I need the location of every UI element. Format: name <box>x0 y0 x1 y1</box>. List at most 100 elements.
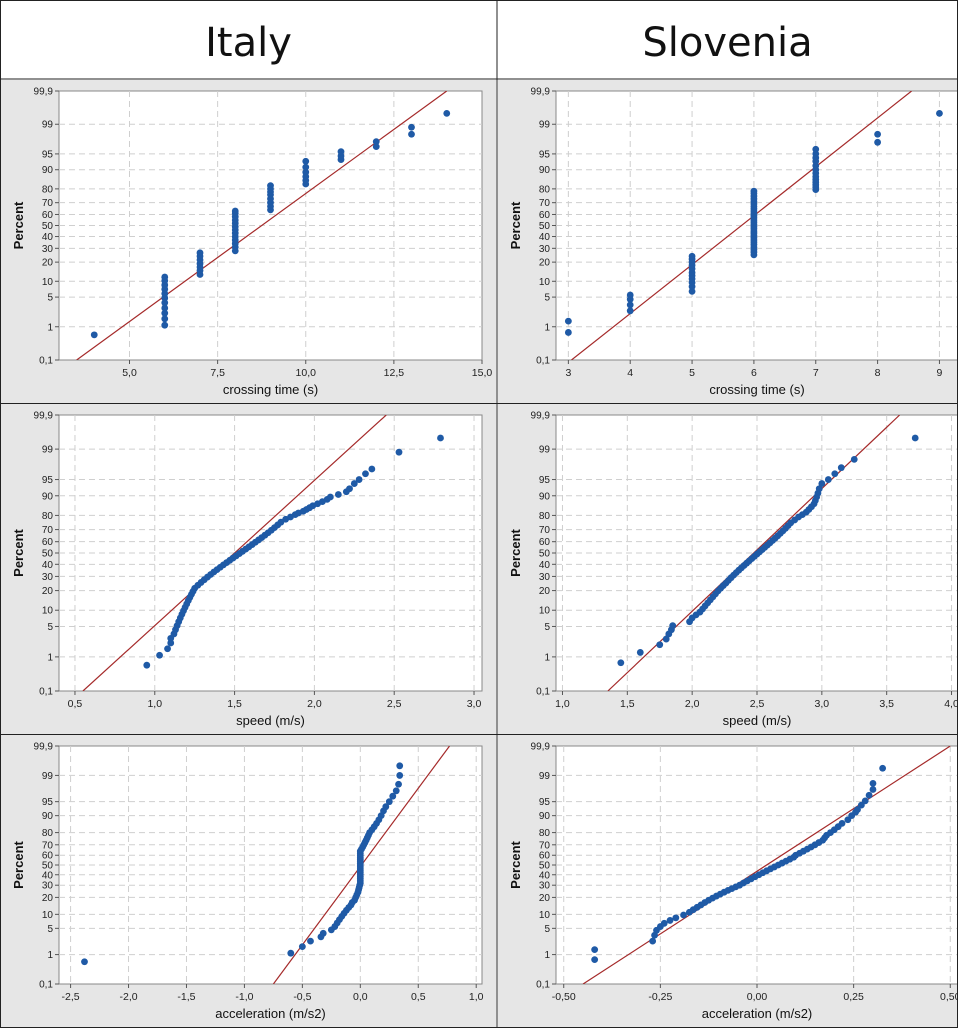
header-slovenia: Slovenia <box>642 20 813 66</box>
x-tick-label: 6 <box>751 367 757 379</box>
y-tick-label: 50 <box>539 861 551 872</box>
y-tick-label: 99 <box>42 771 54 782</box>
y-tick-label: 1 <box>544 950 550 961</box>
y-tick-label: 10 <box>42 277 54 288</box>
x-tick-label: 9 <box>937 367 943 379</box>
y-tick-label: 90 <box>42 491 54 502</box>
x-axis-title: speed (m/s) <box>236 713 305 728</box>
data-point <box>688 252 696 260</box>
x-tick-label: 0,0 <box>353 991 368 1003</box>
x-axis-title: speed (m/s) <box>723 713 792 728</box>
data-point <box>346 485 353 493</box>
data-point <box>161 273 169 281</box>
data-point <box>395 780 402 788</box>
x-tick-label: 0,5 <box>411 991 426 1003</box>
data-point <box>392 787 400 795</box>
y-tick-label: 70 <box>42 198 54 209</box>
data-point <box>660 919 668 927</box>
data-point <box>437 434 444 442</box>
data-point <box>680 911 687 919</box>
data-point <box>869 779 877 787</box>
y-tick-label: 90 <box>42 811 54 822</box>
data-point <box>626 307 634 315</box>
x-tick-label: 3,0 <box>467 698 482 710</box>
data-point <box>591 956 599 964</box>
data-point <box>90 331 98 339</box>
y-tick-label: 99 <box>539 771 551 782</box>
data-point <box>396 762 404 770</box>
x-tick-label: 4 <box>627 367 633 379</box>
data-point <box>362 470 369 478</box>
y-axis-title: Percent <box>508 201 523 249</box>
y-tick-label: 20 <box>539 586 551 597</box>
x-tick-label: -2,5 <box>62 991 80 1003</box>
y-tick-label: 50 <box>42 549 54 560</box>
y-tick-label: 30 <box>539 881 551 892</box>
y-tick-label: 80 <box>539 828 551 839</box>
y-tick-label: 0,1 <box>536 356 550 367</box>
y-tick-label: 70 <box>539 840 551 851</box>
x-tick-label: -0,50 <box>552 991 576 1003</box>
y-tick-label: 10 <box>42 606 54 617</box>
data-point <box>874 138 881 146</box>
y-tick-label: 1 <box>544 652 550 663</box>
y-tick-label: 30 <box>539 572 551 583</box>
y-tick-label: 5 <box>47 924 53 935</box>
y-axis-title: Percent <box>508 840 523 888</box>
y-tick-label: 20 <box>42 586 54 597</box>
y-tick-label: 40 <box>539 560 551 571</box>
y-tick-label: 40 <box>42 560 54 571</box>
data-point <box>156 651 163 659</box>
y-tick-label: 99,9 <box>34 87 54 98</box>
y-tick-label: 50 <box>539 221 551 232</box>
y-tick-label: 40 <box>539 870 551 881</box>
y-tick-label: 10 <box>539 606 551 617</box>
y-axis-title: Percent <box>11 528 26 576</box>
x-tick-label: 0,25 <box>843 991 864 1003</box>
y-tick-label: 80 <box>42 184 54 195</box>
data-point <box>649 937 657 945</box>
x-tick-label: 0,5 <box>68 698 83 710</box>
x-tick-label: 1,0 <box>147 698 162 710</box>
x-tick-label: 10,0 <box>296 367 317 379</box>
x-tick-label: 1,5 <box>620 698 635 710</box>
data-point <box>164 645 171 653</box>
y-tick-label: 80 <box>42 511 54 522</box>
y-tick-label: 60 <box>539 851 551 862</box>
y-tick-label: 40 <box>539 232 551 243</box>
data-point <box>750 187 758 195</box>
y-tick-label: 30 <box>42 244 54 255</box>
data-point <box>911 434 919 442</box>
data-point <box>319 929 327 937</box>
y-tick-label: 5 <box>47 622 53 633</box>
data-point <box>143 661 151 669</box>
x-tick-label: 7 <box>813 367 819 379</box>
y-tick-label: 99 <box>42 120 54 131</box>
x-tick-label: 3 <box>565 367 571 379</box>
x-tick-label: 7,5 <box>210 367 225 379</box>
data-point <box>368 465 376 473</box>
y-tick-label: 40 <box>42 870 54 881</box>
y-tick-label: 0,1 <box>536 687 550 698</box>
y-tick-label: 70 <box>42 840 54 851</box>
y-tick-label: 99,9 <box>531 411 551 422</box>
y-tick-label: 20 <box>539 258 551 269</box>
y-tick-label: 0,1 <box>39 980 53 991</box>
y-tick-label: 50 <box>42 221 54 232</box>
x-tick-label: 12,5 <box>384 367 405 379</box>
data-point <box>395 448 403 456</box>
data-point <box>869 786 877 793</box>
y-tick-label: 90 <box>539 811 551 822</box>
data-point <box>838 819 846 827</box>
x-tick-label: 2,0 <box>307 698 322 710</box>
y-tick-label: 70 <box>539 198 551 209</box>
x-tick-label: 8 <box>875 367 881 379</box>
x-tick-label: 4,0 <box>944 698 958 710</box>
data-point <box>334 491 342 498</box>
y-tick-label: 1 <box>47 652 53 663</box>
y-tick-label: 90 <box>539 491 551 502</box>
